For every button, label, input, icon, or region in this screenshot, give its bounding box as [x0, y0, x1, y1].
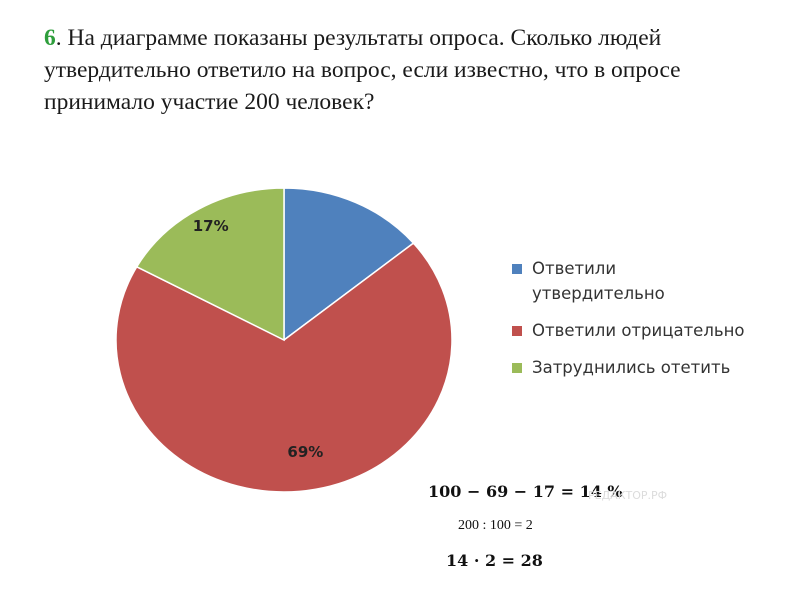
legend-label-unsure: Затруднились отетить: [532, 358, 731, 377]
legend-swatch-no: [512, 326, 522, 336]
legend-item-yes: Ответили утвердительно: [512, 256, 752, 306]
pie-slice-yes: [283, 187, 415, 342]
legend-label-no: Ответили отрицательно: [532, 321, 745, 340]
legend-swatch-unsure: [512, 363, 522, 373]
legend-swatch-yes: [512, 264, 522, 274]
watermark-text: РЕДАКТОР.РФ: [588, 489, 668, 502]
legend: Ответили утвердительно Ответили отрицате…: [512, 256, 752, 392]
pie-slice-no: [115, 242, 453, 493]
legend-item-unsure: Затруднились отетить: [512, 355, 752, 380]
legend-label-yes: Ответили утвердительно: [532, 259, 665, 303]
legend-item-no: Ответили отрицательно: [512, 318, 752, 343]
question-text: 6. На диаграмме показаны результаты опро…: [44, 22, 764, 118]
question-body: . На диаграмме показаны результаты опрос…: [44, 25, 681, 115]
question-number: 6: [44, 25, 56, 51]
pie-slice-unsure: [135, 187, 285, 342]
pie-label-unsure: 17%: [193, 217, 229, 235]
pie-label-no: 69%: [287, 443, 323, 461]
